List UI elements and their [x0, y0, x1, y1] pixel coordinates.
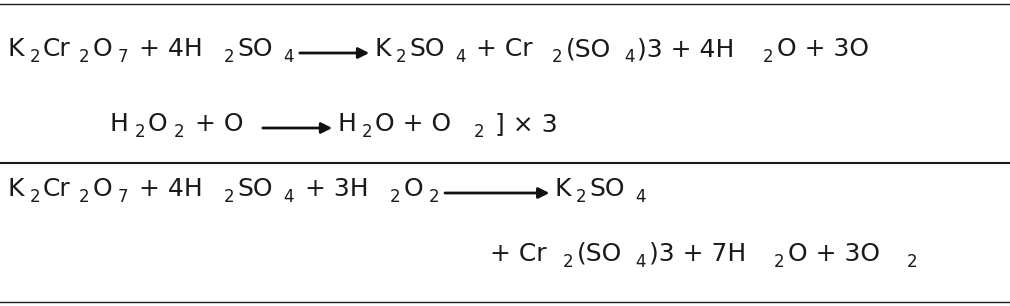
Text: H: H — [110, 112, 129, 136]
Text: 2: 2 — [362, 123, 372, 141]
Text: + 4H: + 4H — [131, 37, 203, 61]
Text: 2: 2 — [551, 48, 563, 66]
Text: K: K — [8, 37, 24, 61]
Text: 2: 2 — [474, 123, 484, 141]
Text: )3 + 7H: )3 + 7H — [648, 242, 746, 266]
Text: K: K — [8, 177, 24, 201]
Text: SO: SO — [409, 37, 444, 61]
Text: 2: 2 — [224, 188, 234, 206]
Text: 4: 4 — [284, 48, 294, 66]
Text: O: O — [148, 112, 168, 136]
Text: H: H — [337, 112, 356, 136]
Text: 4: 4 — [635, 188, 645, 206]
Text: 2: 2 — [764, 48, 774, 66]
Text: O: O — [403, 177, 423, 201]
Text: 4: 4 — [624, 48, 634, 66]
Text: + Cr: + Cr — [490, 242, 546, 266]
Text: SO: SO — [237, 177, 273, 201]
Text: SO: SO — [237, 37, 273, 61]
Text: 2: 2 — [907, 253, 917, 271]
Text: 2: 2 — [390, 188, 400, 206]
Text: (SO: (SO — [566, 37, 611, 61]
Text: 7: 7 — [118, 48, 128, 66]
Text: 4: 4 — [635, 253, 645, 271]
Text: 2: 2 — [29, 188, 40, 206]
Text: 7: 7 — [118, 188, 128, 206]
Text: O: O — [93, 177, 112, 201]
Text: (SO: (SO — [577, 242, 622, 266]
Text: 2: 2 — [395, 48, 406, 66]
Text: Cr: Cr — [43, 177, 71, 201]
Text: 2: 2 — [174, 123, 184, 141]
Text: 2: 2 — [79, 48, 90, 66]
Text: O + 3O: O + 3O — [777, 37, 869, 61]
Text: SO: SO — [589, 177, 625, 201]
Text: 2: 2 — [224, 48, 234, 66]
Text: O: O — [93, 37, 112, 61]
Text: K: K — [374, 37, 391, 61]
Text: 2: 2 — [775, 253, 785, 271]
Text: 4: 4 — [284, 188, 294, 206]
Text: 2: 2 — [134, 123, 145, 141]
Text: 2: 2 — [428, 188, 439, 206]
Text: + O: + O — [187, 112, 243, 136]
Text: 2: 2 — [29, 48, 40, 66]
Text: )3 + 4H: )3 + 4H — [637, 37, 735, 61]
Text: ] × 3: ] × 3 — [487, 112, 558, 136]
Text: + Cr: + Cr — [469, 37, 533, 61]
Text: O + 3O: O + 3O — [788, 242, 880, 266]
Text: Cr: Cr — [43, 37, 71, 61]
Text: 2: 2 — [576, 188, 586, 206]
Text: O + O: O + O — [375, 112, 451, 136]
Text: + 4H: + 4H — [131, 177, 203, 201]
Text: + 3H: + 3H — [297, 177, 369, 201]
Text: K: K — [554, 177, 571, 201]
Text: 2: 2 — [79, 188, 90, 206]
Text: 2: 2 — [563, 253, 574, 271]
Text: 4: 4 — [454, 48, 466, 66]
